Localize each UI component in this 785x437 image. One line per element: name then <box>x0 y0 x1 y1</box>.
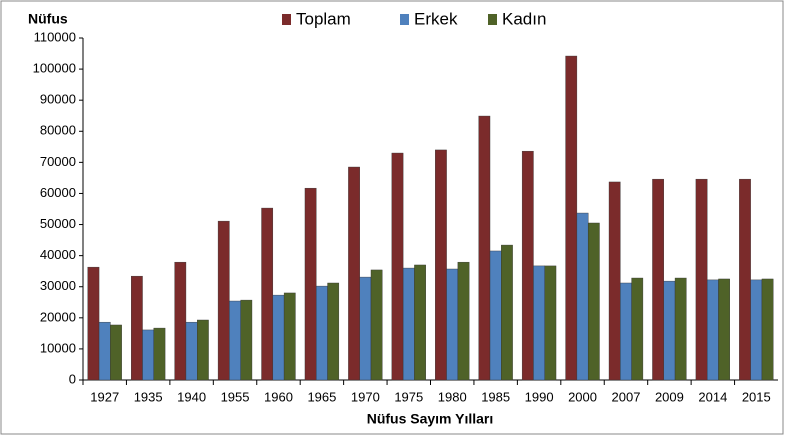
bar <box>446 268 459 381</box>
bar <box>110 324 122 381</box>
bar <box>272 294 285 381</box>
x-tick-label: 2015 <box>742 389 771 404</box>
x-tick-label: 1975 <box>394 389 423 404</box>
bar <box>261 207 274 381</box>
bar <box>706 279 719 381</box>
bar <box>620 282 632 381</box>
bar <box>718 278 730 381</box>
bar <box>750 279 763 381</box>
legend-swatch <box>488 14 497 25</box>
bar <box>304 187 317 381</box>
y-tick-label: 40000 <box>40 247 76 262</box>
bar <box>391 152 404 381</box>
legend-label: Toplam <box>296 9 351 28</box>
x-axis-label: Nüfus Sayım Yılları <box>367 411 494 427</box>
bar <box>478 115 491 381</box>
bar <box>457 261 470 381</box>
x-tick-label: 2000 <box>568 389 597 404</box>
y-tick-label: 20000 <box>40 309 76 324</box>
x-tick-label: 1965 <box>307 389 336 404</box>
legend-label: Erkek <box>414 9 458 28</box>
bar <box>608 181 621 381</box>
bar <box>370 269 383 381</box>
bar <box>739 178 751 381</box>
bar <box>631 277 644 381</box>
bar <box>185 321 198 381</box>
bar <box>153 327 166 381</box>
bar <box>489 250 502 381</box>
y-axis-label: Nüfus <box>28 11 68 27</box>
x-tick-label: 2007 <box>612 389 641 404</box>
bar <box>142 329 155 381</box>
y-tick-label: 80000 <box>40 123 76 138</box>
bar <box>98 321 111 381</box>
bar <box>533 265 545 381</box>
bar <box>131 275 143 381</box>
bar <box>674 277 687 381</box>
x-tick-label: 1935 <box>134 389 163 404</box>
legend-label: Kadın <box>502 9 546 28</box>
legend-swatch <box>282 14 291 25</box>
bar <box>587 222 600 381</box>
bar <box>576 212 589 381</box>
x-tick-label: 2009 <box>655 389 684 404</box>
bar <box>316 285 328 381</box>
x-tick-label: 1990 <box>525 389 554 404</box>
bar <box>544 265 557 381</box>
bar <box>327 282 340 381</box>
bar <box>197 319 209 381</box>
bar <box>283 292 296 381</box>
x-tick-label: 1970 <box>351 389 380 404</box>
bar <box>521 150 534 381</box>
bar <box>501 244 513 381</box>
x-tick-label: 1960 <box>264 389 293 404</box>
bar <box>217 220 230 381</box>
y-tick-label: 110000 <box>34 29 76 44</box>
x-tick-label: 1985 <box>481 389 510 404</box>
bar <box>565 55 578 381</box>
bar <box>402 267 415 381</box>
y-tick-label: 100000 <box>33 61 76 76</box>
y-tick-label: 60000 <box>40 185 76 200</box>
y-tick-label: 30000 <box>40 278 76 293</box>
x-tick-label: 1955 <box>221 389 250 404</box>
x-tick-label: 1980 <box>438 389 467 404</box>
y-tick-label: 10000 <box>40 340 76 355</box>
bar <box>359 276 372 381</box>
bar <box>229 300 241 381</box>
bar <box>761 278 774 381</box>
y-tick-label: 70000 <box>40 154 76 169</box>
bar <box>240 299 253 381</box>
bar <box>87 266 100 381</box>
y-tick-label: 0 <box>69 371 76 386</box>
bar <box>652 178 664 381</box>
y-tick-label: 90000 <box>40 92 76 107</box>
legend-swatch <box>400 14 409 25</box>
bar <box>695 178 708 381</box>
bar <box>414 264 426 381</box>
bar <box>348 166 360 381</box>
y-tick-label: 50000 <box>40 216 76 231</box>
bar <box>663 280 676 381</box>
x-tick-label: 2014 <box>698 389 727 404</box>
x-tick-label: 1940 <box>177 389 206 404</box>
x-tick-label: 1927 <box>90 389 119 404</box>
bar <box>174 261 187 381</box>
bar <box>435 149 447 381</box>
